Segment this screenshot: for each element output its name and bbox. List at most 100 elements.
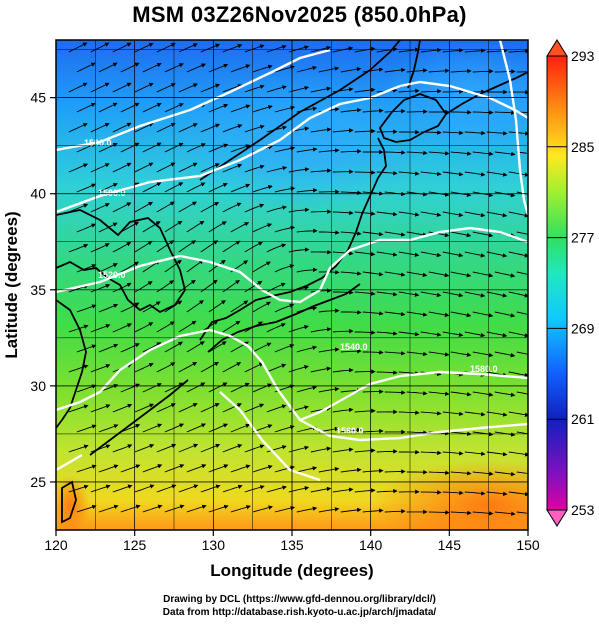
streamline [354,46,376,53]
streamline [98,143,118,153]
streamline [76,183,97,193]
streamline [494,511,516,516]
streamline [200,43,221,53]
streamline [376,488,398,494]
streamline [442,291,464,298]
streamline [156,280,175,293]
streamline [200,484,221,493]
streamline [112,444,133,453]
y-tick-label: 30 [30,378,46,394]
streamline [274,105,296,113]
streamline [362,350,384,355]
streamline [90,163,110,173]
streamline [362,468,384,474]
colorbar-bottom-arrow [546,509,568,527]
map-title: MSM 03Z26Nov2025 (850.0hPa) [132,2,467,27]
x-tick-label: 145 [438,537,462,553]
streamline [486,451,508,457]
streamline [516,511,528,514]
streamline [156,403,176,413]
streamline [98,343,119,353]
streamline [464,130,486,136]
colorbar-tick-label: 261 [571,411,595,427]
streamline [442,490,464,496]
streamline [68,324,89,333]
streamline [156,484,177,493]
streamline [186,259,204,273]
streamline [90,404,111,413]
streamline [134,42,154,53]
streamline [420,331,442,337]
streamline [266,44,287,53]
streamline [230,64,251,73]
streamline [134,403,155,413]
streamline [274,465,295,473]
streamline [318,347,340,353]
streamline [464,171,486,177]
streamline [310,446,332,453]
streamline [296,506,318,513]
streamline [428,311,450,318]
streamline [252,342,272,353]
streamline [142,383,162,393]
streamline [76,102,96,113]
streamline [318,230,340,235]
streamline [134,363,154,373]
streamline [340,507,362,513]
streamline [76,504,97,513]
streamline [230,505,251,513]
streamline [508,371,528,378]
streamline [340,107,362,113]
streamline [76,304,97,313]
streamline [420,411,442,416]
streamline [450,271,472,278]
streamline [200,361,220,373]
streamline [222,362,242,373]
streamline [186,182,206,193]
streamline [156,362,176,373]
streamline [68,444,89,453]
streamline [252,105,273,113]
streamline [142,423,163,433]
streamline [142,103,162,113]
streamline [442,331,464,337]
height-contours [56,40,528,482]
streamline [222,403,242,413]
streamline [494,431,516,437]
streamline [266,165,288,173]
streamline [486,411,508,417]
streamline [494,69,516,74]
streamline [508,48,528,54]
streamline [98,303,119,313]
streamline [464,331,486,338]
streamline [252,261,271,273]
streamline [516,231,528,235]
streamline [442,211,464,218]
streamline [464,211,486,218]
streamline [222,240,241,253]
streamline [222,163,243,173]
streamline [142,221,161,233]
streamline [208,300,226,313]
streamline [266,243,287,253]
streamline [420,450,442,456]
streamline [68,42,88,53]
streamline [340,190,362,195]
streamline [134,240,153,253]
streamline [354,448,376,453]
streamline [266,363,287,373]
streamline [142,464,163,473]
streamline [332,407,354,413]
streamline [200,83,221,93]
streamline [332,128,354,133]
streamline [186,504,207,513]
streamline [134,484,155,493]
streamline [230,183,251,193]
streamline [340,231,362,236]
streamline [156,443,177,453]
streamline [376,370,398,375]
streamline [252,464,273,473]
streamline [428,391,450,396]
streamline [376,291,398,297]
streamline [120,102,140,113]
